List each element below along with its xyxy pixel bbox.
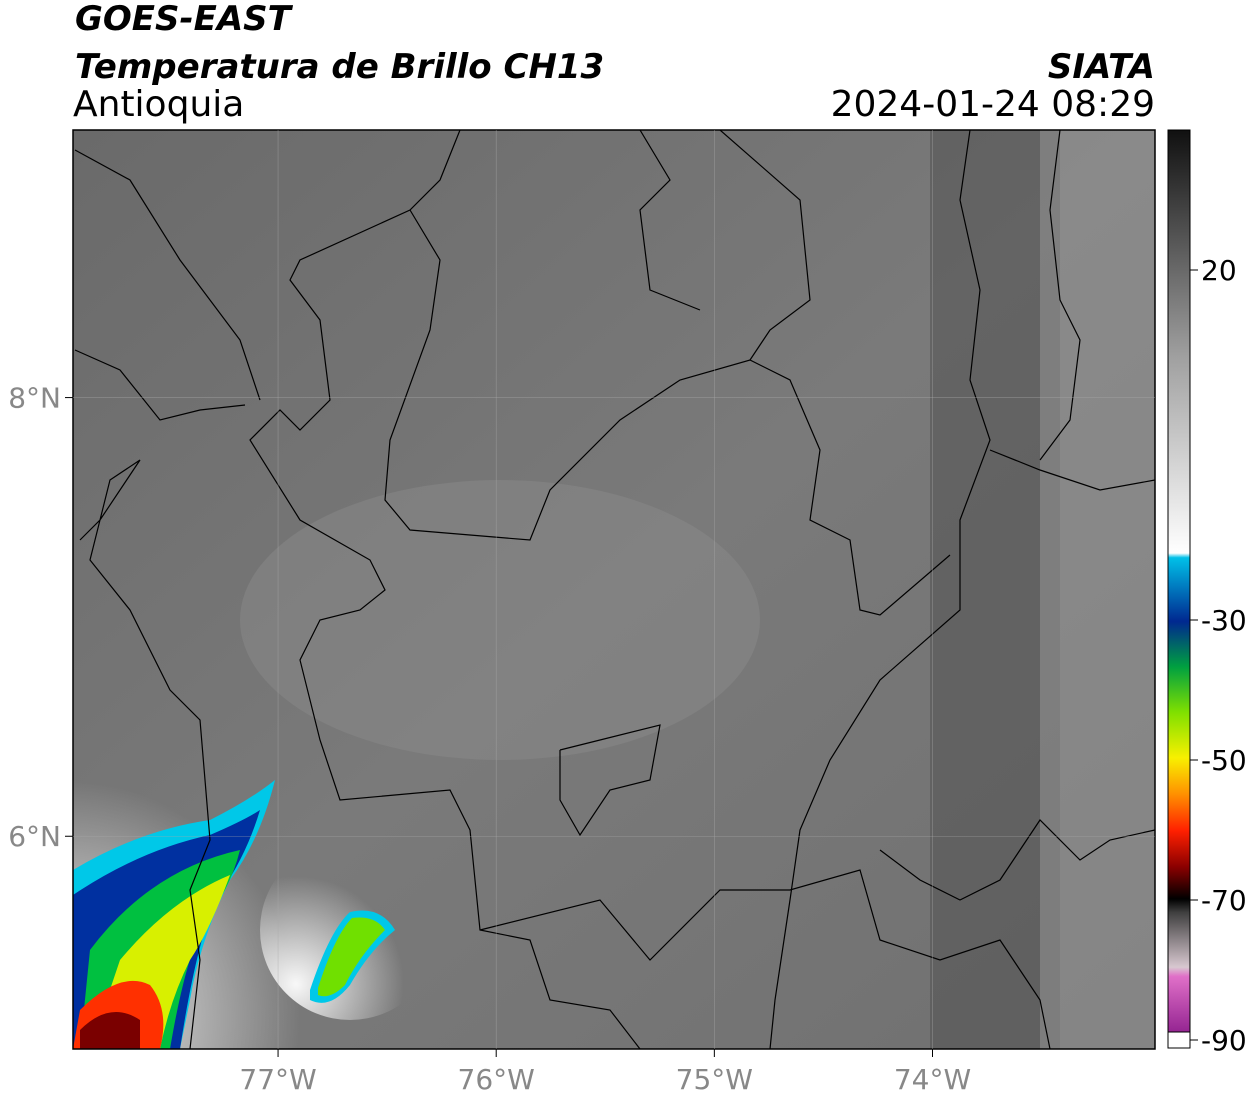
colorbar-tick-label: 20: [1201, 254, 1237, 287]
datetime: 2024-01-24 08:29: [831, 84, 1155, 125]
colorbar-tick-label: -70: [1201, 884, 1247, 917]
map-frame: [72, 129, 1156, 1050]
colorbar-frame: [1167, 129, 1191, 1049]
colorbar-under: [1167, 1031, 1191, 1049]
x-tick-label: 74°W: [894, 1063, 971, 1096]
region: Antioquia: [73, 84, 244, 125]
subtitle: Temperatura de Brillo CH13: [75, 47, 604, 87]
colorbar-tick-label: -50: [1201, 744, 1247, 777]
title: GOES-EAST: [75, 0, 294, 39]
y-tick-label: 6°N: [8, 820, 61, 853]
colorbar: [1168, 130, 1190, 1040]
map-image: [73, 130, 1155, 1049]
x-tick-label: 76°W: [458, 1063, 535, 1096]
colorbar-tick-label: -30: [1201, 604, 1247, 637]
x-tick-label: 77°W: [239, 1063, 316, 1096]
x-tick-label: 75°W: [676, 1063, 753, 1096]
colorbar-tick-label: -90: [1201, 1024, 1247, 1057]
y-tick-label: 8°N: [8, 382, 61, 415]
organization: SIATA: [1048, 47, 1155, 87]
